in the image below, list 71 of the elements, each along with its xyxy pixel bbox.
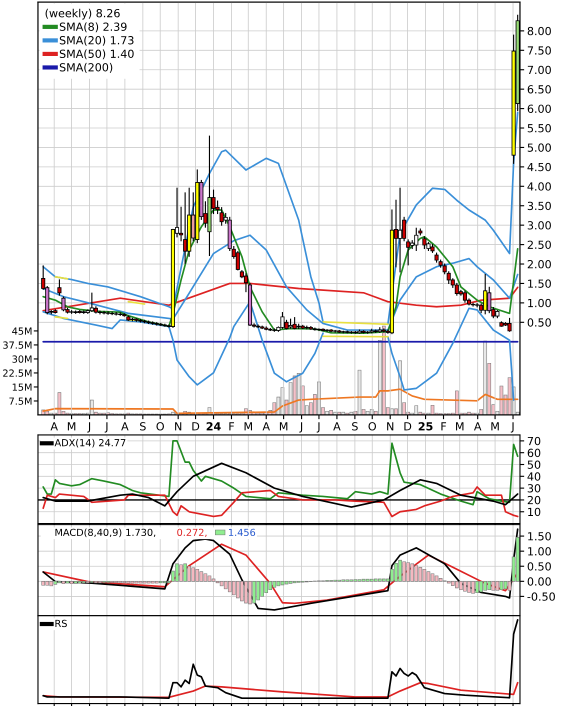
y-tick-label: 1.50 <box>528 279 551 288</box>
y-tick-label: 7.00 <box>528 66 551 74</box>
y-tick-label: 0.50 <box>528 562 551 571</box>
series-label: 0.272, <box>177 528 207 538</box>
x-tick-label: A <box>121 422 129 430</box>
y-tick-label: 6.00 <box>528 104 551 113</box>
y2-tick-label: 15M <box>12 384 32 391</box>
text: (weekly) 8.26 <box>46 8 120 20</box>
x-tick-label: D <box>192 422 200 430</box>
y2-tick-label: 37.5M <box>3 341 32 349</box>
x-tick-label: A <box>333 422 341 430</box>
x-tick-label: J <box>104 422 108 433</box>
y-tick-label: 1.00 <box>528 298 551 308</box>
y-tick-label: 2.00 <box>528 260 551 268</box>
y-tick-label: 4.00 <box>527 182 551 191</box>
y-tick-label: 5.50 <box>528 124 551 132</box>
text: MACD(8,40,9) 1.730, <box>55 528 156 538</box>
y-tick-label: 4.50 <box>527 162 551 172</box>
y-tick-label: 0.50 <box>528 318 551 327</box>
y-tick-label: 3.00 <box>528 221 551 230</box>
x-tick-label: O <box>156 422 164 431</box>
x-tick-label: M <box>280 422 288 430</box>
y-tick-label: -0.50 <box>527 592 555 601</box>
x-tick-label: D <box>404 422 412 430</box>
legend-label: SMA(50) 1.40 <box>60 49 134 60</box>
y-tick-label: 2.50 <box>528 240 551 249</box>
x-tick-label: A <box>262 422 270 430</box>
x-tick-label: F <box>441 422 446 430</box>
x-tick-label: F <box>229 422 234 430</box>
x-tick-label: A <box>474 422 482 430</box>
y-tick-label: 3.50 <box>528 202 551 210</box>
y-tick-label: 0.00 <box>528 577 551 586</box>
y-tick-label: 8.00 <box>528 26 551 36</box>
legend-label: RS <box>55 620 67 628</box>
y-tick-label: 20 <box>528 496 540 504</box>
legend-label: SMA(20) 1.73 <box>60 36 134 46</box>
x-tick-label: M <box>491 422 499 430</box>
x-tick-label: 25 <box>418 422 433 431</box>
legend-label: SMA(8) 2.39 <box>60 22 127 32</box>
y-tick-label: 70 <box>528 436 540 446</box>
x-tick-label: S <box>140 422 146 431</box>
y-tick-label: 5.00 <box>528 143 551 152</box>
y2-tick-label: 30M <box>12 355 32 363</box>
x-tick-label: 24 <box>206 422 221 430</box>
x-tick-label: M <box>244 422 252 430</box>
y-tick-label: 60 <box>528 448 540 458</box>
x-tick-label: A <box>50 422 58 430</box>
y-tick-label: 1.00 <box>528 547 551 556</box>
y-tick-label: 40 <box>527 472 540 481</box>
y-tick-label: 50 <box>528 460 540 469</box>
legend-label: ADX(14) 24.77 <box>54 438 126 448</box>
y-tick-label: 30 <box>528 484 540 493</box>
x-tick-label: J <box>316 422 320 433</box>
legend-label: SMA(200) <box>60 62 112 73</box>
x-tick-label: J <box>510 422 514 433</box>
x-tick-label: N <box>387 422 394 430</box>
x-tick-label: O <box>368 422 376 431</box>
x-tick-label: S <box>352 422 358 431</box>
x-tick-label: M <box>456 422 464 430</box>
y-tick-label: 7.50 <box>528 46 551 55</box>
legend-label: 1.456 <box>228 528 256 536</box>
x-tick-label: N <box>175 422 182 430</box>
x-tick-label: M <box>68 422 76 430</box>
y2-tick-label: 45M <box>12 328 32 335</box>
y-tick-label: 1.50 <box>528 532 551 540</box>
x-tick-label: J <box>87 422 90 433</box>
x-tick-label: J <box>299 422 302 433</box>
y2-tick-label: 7.5M <box>9 398 32 405</box>
y2-tick-label: 22.5M <box>3 369 32 377</box>
y-tick-label: 10 <box>528 508 540 516</box>
y-tick-label: 6.50 <box>528 85 551 94</box>
